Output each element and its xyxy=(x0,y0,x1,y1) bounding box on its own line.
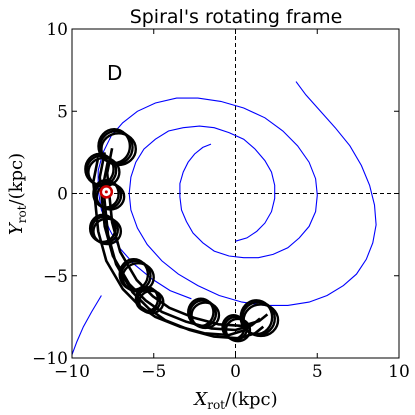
orbit-loop-7-3 xyxy=(187,297,215,328)
panel-label: D xyxy=(107,61,122,85)
orbit-loop-9-3 xyxy=(239,299,274,336)
orbit-loop-4-2 xyxy=(92,217,123,246)
y-axis-label-unit: /(kpc) xyxy=(6,153,27,206)
orbit-loop-7-2 xyxy=(190,301,221,330)
x-axis-label: Xrot/(kpc) xyxy=(192,389,277,412)
x-tick-label: 10 xyxy=(388,362,410,382)
x-axis-label-main: X xyxy=(192,389,208,410)
chart-title: Spiral's rotating frame xyxy=(130,6,343,28)
x-axis-label-unit: /(kpc) xyxy=(225,389,278,410)
y-tick-label: 5 xyxy=(57,102,68,122)
spiral-arm-2 xyxy=(128,81,377,306)
y-tick-label: 0 xyxy=(57,185,68,205)
x-tick-label: −5 xyxy=(141,362,166,382)
y-tick-label: −10 xyxy=(32,349,68,369)
x-tick-label: 5 xyxy=(312,362,323,382)
x-axis-label-sub: rot xyxy=(207,398,225,412)
y-tick-label: 10 xyxy=(46,20,68,40)
x-tick-label: −10 xyxy=(54,362,90,382)
sun-marker-dot xyxy=(104,190,108,194)
orbit-band-4 xyxy=(101,160,265,340)
orbit-loop-8-2 xyxy=(224,317,252,343)
orbit-loop-6-3 xyxy=(134,286,160,313)
y-axis-label-main: Y xyxy=(6,221,27,235)
y-axis-label: Yrot/(kpc) xyxy=(6,153,29,235)
plot-area xyxy=(72,29,399,358)
y-tick-label: −5 xyxy=(43,267,68,287)
axis-ticks: −10 −5 0 5 10 −10 −5 0 5 10 xyxy=(32,20,410,382)
orbit-loop-3-3 xyxy=(92,179,120,209)
orbit-loop-5-3 xyxy=(118,258,150,291)
spiral-arm-3 xyxy=(72,295,102,355)
orbit-loop-9-2 xyxy=(242,303,280,338)
y-axis-label-sub: rot xyxy=(15,205,29,223)
x-tick-label: 0 xyxy=(230,362,241,382)
orbit-loop-4-3 xyxy=(88,213,117,244)
orbit-loop-6-2 xyxy=(138,289,165,315)
orbit-loop-3-2 xyxy=(95,182,126,211)
